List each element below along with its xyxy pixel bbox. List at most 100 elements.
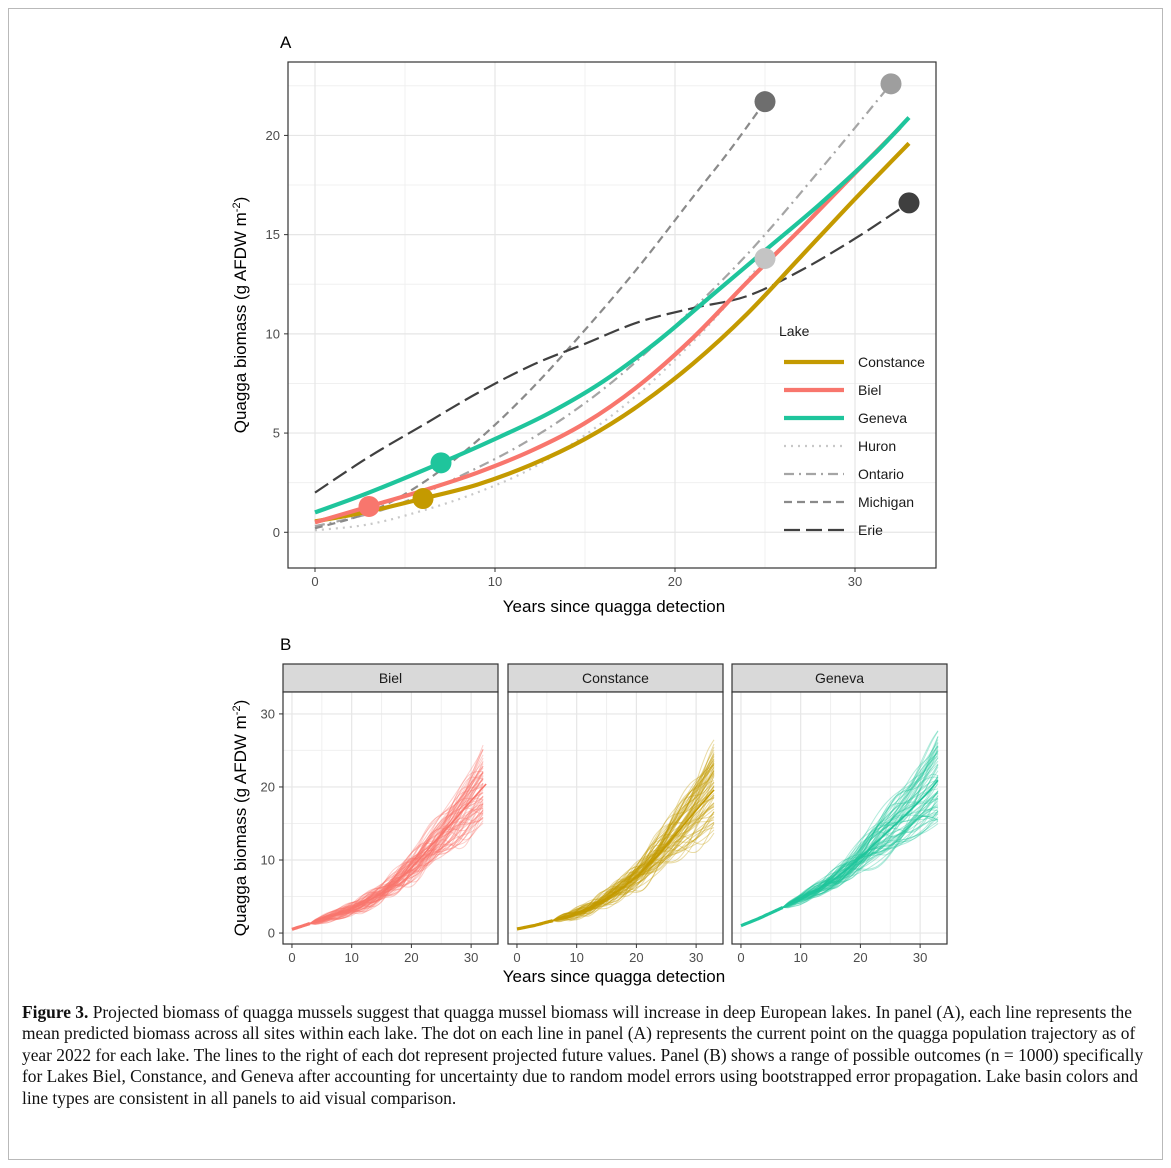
facet-x-tick-label: 30 (913, 950, 927, 965)
bootstrap-line-constance (552, 792, 715, 922)
caption-label: Figure 3. (22, 1002, 89, 1022)
bootstrap-line-geneva (782, 730, 939, 908)
series-line-huron (314, 257, 766, 532)
bootstrap-line-geneva (782, 813, 939, 908)
bootstrap-line-geneva (782, 801, 939, 908)
legend-label-constance: Constance (858, 354, 925, 370)
bootstrap-line-biel (309, 803, 484, 924)
bootstrap-line-geneva (782, 806, 939, 908)
mean-line-geneva (782, 779, 939, 909)
facet-strip-label-geneva: Geneva (815, 670, 864, 686)
bootstrap-line-biel (309, 760, 484, 924)
bootstrap-line-geneva (782, 742, 939, 908)
bootstrap-line-biel (309, 795, 484, 924)
bootstrap-line-constance (552, 758, 715, 922)
bootstrap-line-geneva (782, 745, 939, 908)
bootstrap-line-biel (309, 808, 484, 924)
bootstrap-line-constance (552, 746, 715, 922)
bootstrap-line-geneva (782, 815, 939, 908)
facet-border-constance (507, 691, 724, 945)
legend-title: Lake (779, 323, 810, 339)
bootstrap-line-constance (552, 763, 715, 922)
bootstrap-line-biel (309, 786, 484, 925)
facet-x-tick-label: 0 (513, 950, 520, 965)
facet-x-tick-label: 30 (464, 950, 478, 965)
bootstrap-line-geneva (782, 820, 939, 908)
bootstrap-line-biel (309, 782, 484, 924)
bootstrap-line-geneva (782, 776, 939, 908)
bootstrap-line-geneva (782, 813, 939, 908)
panel-a-chart: 0 10 20 30 0 5 10 15 20 Lake Constance Biel Geneva Hu… (266, 61, 937, 589)
bootstrap-line-biel (309, 778, 484, 925)
bootstrap-line-biel (309, 792, 484, 924)
bootstrap-line-geneva (782, 811, 939, 908)
bootstrap-line-geneva (782, 792, 939, 908)
bootstrap-line-geneva (782, 755, 939, 908)
bootstrap-line-biel (309, 771, 484, 924)
bootstrap-line-constance (552, 780, 715, 923)
bootstrap-line-biel (309, 774, 484, 924)
bootstrap-line-geneva (782, 783, 939, 908)
bootstrap-line-constance (552, 761, 715, 922)
facet-y-tick-label: 0 (268, 926, 275, 941)
bootstrap-line-biel (309, 744, 484, 924)
bootstrap-line-biel (309, 810, 484, 924)
bootstrap-line-constance (552, 769, 715, 922)
facet-y-tick-label: 30 (261, 706, 275, 721)
bootstrap-line-geneva (782, 818, 939, 908)
bootstrap-line-geneva (782, 746, 939, 908)
mean-line-constance (534, 789, 715, 927)
panel-a-y-tick-label: 0 (273, 525, 280, 540)
bootstrap-line-geneva (782, 764, 939, 908)
figure-caption: Figure 3. Projected biomass of quagga mu… (22, 1002, 1150, 1109)
panel-a-x-label: Years since quagga detection (503, 597, 725, 616)
bootstrap-line-biel (309, 792, 484, 925)
mean-line-biel (291, 783, 487, 931)
panel-a-x-tick-label: 10 (488, 574, 502, 589)
bootstrap-line-constance (552, 795, 715, 922)
bootstrap-line-biel (309, 772, 484, 924)
facet-x-tick-label: 0 (288, 950, 295, 965)
legend-label-erie: Erie (858, 522, 883, 538)
bootstrap-line-constance (552, 811, 715, 922)
facet-strip-biel (282, 663, 499, 693)
bootstrap-line-geneva (782, 763, 939, 908)
panel-a-y-tick-label: 5 (273, 426, 280, 441)
bootstrap-line-constance (552, 764, 715, 922)
bootstrap-line-biel (309, 809, 484, 924)
bootstrap-line-constance (552, 770, 715, 922)
bootstrap-line-geneva (782, 730, 939, 908)
panel-a-x-tick-label: 30 (848, 574, 862, 589)
panel-a-y-tick-label: 20 (266, 128, 280, 143)
panel-b-x-label: Years since quagga detection (503, 967, 725, 986)
bootstrap-line-geneva (782, 815, 939, 908)
bootstrap-line-geneva (782, 790, 939, 908)
historical-line-geneva (740, 906, 784, 928)
current-point-dot-biel (358, 495, 380, 517)
bootstrap-line-constance (552, 811, 715, 922)
bootstrap-line-constance (552, 784, 715, 922)
bootstrap-line-geneva (782, 782, 939, 908)
legend-label-geneva: Geneva (858, 410, 907, 426)
bootstrap-line-biel (309, 778, 484, 924)
bootstrap-line-geneva (782, 739, 939, 908)
legend-label-michigan: Michigan (858, 494, 914, 510)
bootstrap-line-biel (309, 798, 484, 924)
bootstrap-line-geneva (782, 736, 939, 908)
bootstrap-line-biel (309, 811, 484, 925)
bootstrap-line-constance (552, 803, 715, 922)
bootstrap-line-constance (552, 774, 715, 922)
bootstrap-line-constance (552, 772, 715, 922)
bootstrap-line-biel (309, 808, 484, 925)
bootstrap-line-biel (309, 776, 484, 924)
bootstrap-line-biel (309, 801, 484, 924)
bootstrap-line-geneva (782, 777, 939, 908)
bootstrap-line-constance (552, 811, 715, 922)
facet-border-biel (282, 691, 499, 945)
bootstrap-line-biel (309, 816, 484, 924)
bootstrap-line-geneva (782, 774, 939, 908)
facet-x-tick-label: 30 (689, 950, 703, 965)
figure-svg: A B 0 10 20 30 0 5 10 15 20 Lake Constance Biel Gene… (231, 33, 948, 986)
bootstrap-line-biel (309, 817, 484, 924)
bootstrap-line-constance (552, 821, 715, 922)
